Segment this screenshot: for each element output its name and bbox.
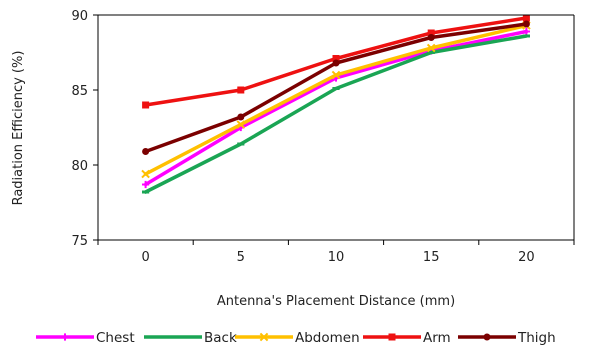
data-point-chest	[522, 27, 530, 36]
legend-marker-thigh	[483, 333, 491, 341]
legend-label-back: Back	[204, 330, 237, 346]
y-tick-label: 75	[71, 234, 88, 249]
y-axis-label: Radiation Efficiency (%)	[11, 51, 26, 206]
data-point-thigh	[142, 148, 150, 155]
data-point-arm	[522, 14, 530, 22]
x-axis-label: Antenna's Placement Distance (mm)	[217, 294, 455, 309]
data-point-arm	[142, 101, 150, 109]
x-tick-label: 5	[237, 250, 245, 265]
data-point-thigh	[237, 113, 245, 121]
data-point-arm	[237, 86, 245, 94]
legend-item-thigh: Thigh	[458, 330, 556, 346]
legend-label-thigh: Thigh	[517, 330, 556, 346]
legend-label-chest: Chest	[96, 330, 135, 346]
legend-label-abdomen: Abdomen	[295, 330, 360, 346]
series-thigh	[142, 20, 530, 155]
x-tick-labels: 0 5 10 15 20	[141, 250, 534, 265]
series-back	[142, 34, 530, 194]
data-point-abdomen	[236, 120, 246, 129]
legend: Chest Back Abdomen Arm Thigh	[36, 330, 556, 346]
data-point-abdomen	[426, 43, 436, 53]
y-tick-labels: 75 80 85 90	[71, 9, 88, 249]
legend-item-back: Back	[144, 330, 237, 346]
legend-item-chest: Chest	[36, 330, 135, 346]
data-point-abdomen	[141, 169, 150, 179]
x-tick-label: 15	[423, 250, 440, 265]
data-point-thigh	[332, 59, 340, 67]
legend-marker-chest	[61, 333, 69, 341]
data-point-thigh	[427, 34, 435, 41]
data-point-abdomen	[331, 70, 341, 80]
legend-marker-abdomen	[259, 332, 269, 342]
legend-item-arm: Arm	[363, 330, 451, 346]
legend-marker-arm	[388, 333, 396, 341]
series-lines	[141, 14, 531, 194]
y-tick-label: 90	[71, 9, 88, 24]
x-tick-label: 10	[328, 250, 345, 265]
x-tick-label: 0	[141, 250, 149, 265]
legend-item-abdomen: Abdomen	[235, 330, 360, 346]
series-arm	[142, 14, 530, 109]
y-tick-label: 85	[71, 84, 88, 99]
data-point-thigh	[522, 20, 530, 28]
data-point-arm	[332, 55, 340, 62]
y-tick-label: 80	[71, 159, 88, 174]
legend-label-arm: Arm	[423, 330, 451, 346]
plot-frame	[93, 14, 575, 245]
x-tick-label: 20	[518, 250, 535, 265]
data-point-chest	[142, 180, 150, 189]
data-point-arm	[427, 29, 435, 37]
